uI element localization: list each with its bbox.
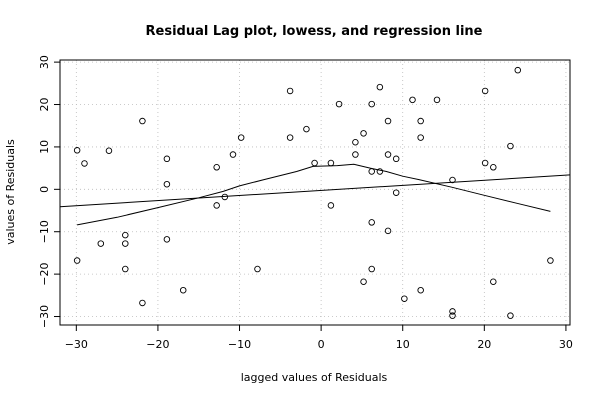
x-tick-label: 20 — [477, 338, 491, 351]
scatter-point — [514, 66, 522, 74]
scatter-point — [286, 134, 294, 141]
scatter-point — [360, 278, 367, 286]
scatter-point — [335, 100, 343, 108]
scatter-point — [73, 257, 81, 264]
y-tick-label: −30 — [38, 305, 51, 328]
scatter-point — [303, 125, 310, 133]
lines — [59, 163, 571, 226]
y-tick-label: 10 — [38, 140, 51, 154]
scatter-point — [163, 236, 171, 243]
scatter-point — [392, 189, 400, 196]
scatter-point — [481, 87, 489, 95]
scatter-point — [237, 134, 245, 141]
scatter-point — [352, 139, 359, 146]
y-tick-label: −20 — [38, 263, 51, 286]
scatter-point — [311, 159, 318, 167]
y-tick-label: 30 — [38, 55, 51, 69]
x-axis-label: lagged values of Residuals — [241, 371, 388, 384]
x-tick-label: −20 — [146, 338, 169, 351]
scatter-point — [449, 308, 456, 315]
scatter-point — [449, 176, 456, 184]
scatter-point — [139, 117, 146, 125]
scatter-point — [122, 265, 129, 273]
scatter-point — [384, 151, 392, 158]
scatter-point — [105, 147, 113, 154]
scatter-point — [97, 240, 105, 247]
scatter-point — [368, 219, 375, 226]
scatter-point — [163, 180, 171, 188]
y-tick-label: −10 — [38, 220, 51, 243]
regression-line — [59, 174, 571, 208]
scatter-point — [384, 117, 392, 125]
x-tick-label: 0 — [318, 338, 325, 351]
scatter-point — [352, 151, 359, 158]
x-axis: −30 −20 −10 0 10 20 30 — [65, 325, 573, 351]
x-tick-label: −10 — [228, 338, 251, 351]
scatter-point — [417, 117, 424, 125]
scatter-point — [229, 151, 237, 158]
lowess-curve — [77, 163, 551, 226]
x-tick-label: −30 — [65, 338, 88, 351]
y-tick-label: 20 — [38, 98, 51, 112]
scatter-point — [221, 193, 229, 201]
scatter-point — [122, 240, 129, 247]
x-tick-label: 30 — [559, 338, 573, 351]
scatter-point — [401, 295, 408, 302]
scatter-points — [73, 66, 554, 319]
scatter-point — [490, 278, 497, 286]
scatter-point — [360, 130, 367, 137]
scatter-point — [139, 299, 146, 307]
scatter-point — [490, 164, 497, 171]
scatter-point — [122, 231, 129, 239]
scatter-point — [449, 312, 456, 319]
chart-title: Residual Lag plot, lowess, and regressio… — [146, 24, 483, 39]
scatter-point — [368, 168, 375, 175]
scatter-point — [547, 257, 554, 264]
scatter-point — [213, 164, 220, 171]
scatter-point — [327, 202, 335, 209]
scatter-point — [254, 265, 261, 273]
scatter-point — [481, 159, 489, 167]
scatter-point — [507, 142, 514, 150]
y-axis: −30 −20 −10 0 10 20 30 — [38, 55, 60, 328]
scatter-point — [368, 265, 375, 273]
scatter-point — [213, 202, 220, 209]
scatter-point — [163, 155, 171, 163]
plot-frame — [59, 59, 571, 326]
grid — [60, 60, 570, 325]
scatter-point — [409, 96, 416, 104]
scatter-point — [507, 312, 514, 319]
y-axis-label: values of Residuals — [4, 139, 17, 245]
scatter-point — [384, 227, 392, 235]
scatter-point — [417, 134, 424, 141]
x-tick-label: 10 — [396, 338, 410, 351]
scatter-point — [73, 147, 81, 154]
y-tick-label: 0 — [38, 186, 51, 193]
scatter-point — [286, 87, 294, 95]
scatter-point — [179, 286, 187, 294]
scatter-point — [417, 286, 424, 294]
scatter-point — [376, 83, 384, 91]
scatter-point — [376, 168, 384, 175]
scatter-point — [392, 155, 400, 163]
scatter-point — [433, 96, 441, 104]
scatter-point — [81, 160, 88, 167]
scatter-point — [368, 100, 375, 108]
scatter-point — [327, 159, 335, 167]
